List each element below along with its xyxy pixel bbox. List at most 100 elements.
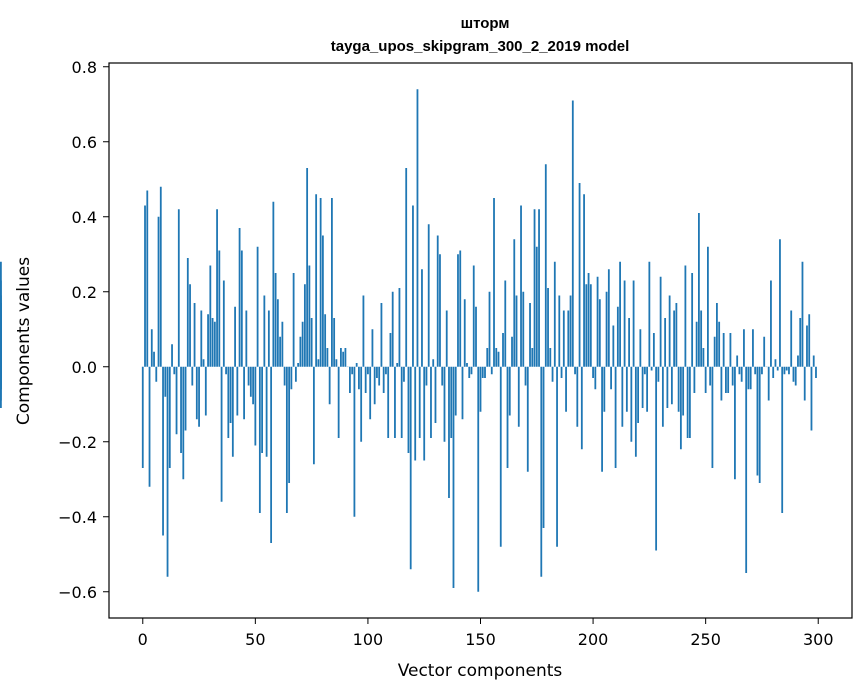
bar-component-256 <box>718 321 721 367</box>
bar-component-105 <box>378 366 381 386</box>
bar-component-121 <box>414 366 417 461</box>
y-tick-label: 0.4 <box>72 208 97 227</box>
bar-component-109 <box>387 366 390 438</box>
bar-component-124 <box>421 269 423 367</box>
bar-component-247 <box>698 213 700 367</box>
bar-component-245 <box>693 366 696 393</box>
bar-component-141 <box>459 250 462 367</box>
bar-component-27 <box>202 359 205 367</box>
bar-component-236 <box>673 310 676 367</box>
bar-component-231 <box>661 366 664 427</box>
bar-component-152 <box>484 366 486 378</box>
bar-component-157 <box>495 348 498 367</box>
bar-component-216 <box>628 318 630 367</box>
bar-component-60 <box>276 299 279 367</box>
bar-component-14 <box>173 366 176 375</box>
bar-component-230 <box>659 276 662 367</box>
bar-component-155 <box>490 366 493 375</box>
bar-component-177 <box>540 366 543 577</box>
bar-component-287 <box>788 366 790 375</box>
bar-component-144 <box>466 363 468 367</box>
bar-component-218 <box>632 280 635 367</box>
bar-component-50 <box>254 366 257 446</box>
bar-component-210 <box>614 366 617 468</box>
y-tick-label: 0.8 <box>72 58 97 77</box>
bar-component-167 <box>517 366 520 427</box>
bar-component-116 <box>403 366 405 382</box>
bar-component-78 <box>317 359 320 367</box>
bar-component-138 <box>452 366 455 588</box>
bar-component-269 <box>747 366 750 390</box>
bar-component-83 <box>328 366 331 405</box>
bar-component-75 <box>310 318 313 367</box>
bar-component-143 <box>463 299 466 367</box>
bar-component-272 <box>754 366 757 375</box>
bar-component-169 <box>522 291 525 367</box>
bar-component-195 <box>580 366 583 450</box>
bar-component-6 <box>155 366 158 382</box>
bar-component-46 <box>245 310 248 367</box>
bar-component-232 <box>664 318 667 367</box>
bar-component-16 <box>177 209 180 367</box>
bar-component-129 <box>432 359 435 367</box>
bar-component-220 <box>637 366 640 423</box>
bar-component-255 <box>716 303 718 367</box>
bar-component-64 <box>285 366 288 513</box>
bar-component-189 <box>567 310 570 367</box>
bar-component-283 <box>779 239 781 367</box>
bar-component-156 <box>493 198 495 367</box>
bar-component-107 <box>382 366 385 393</box>
bar-component-291 <box>797 355 799 367</box>
bar-component-22 <box>191 366 194 386</box>
bar-component-13 <box>171 344 173 367</box>
bar-component-71 <box>301 321 304 367</box>
bar-component-268 <box>745 366 748 573</box>
bar-component-70 <box>299 336 302 367</box>
bar-component-52 <box>258 366 261 513</box>
bar-component-48 <box>249 366 252 397</box>
bar-component-193 <box>576 366 579 427</box>
bar-component-279 <box>770 280 772 367</box>
bar-component-242 <box>686 366 689 438</box>
bar-component-235 <box>670 366 673 405</box>
bar-component-125 <box>423 366 426 461</box>
bar-component-161 <box>504 280 507 367</box>
bar-component-127 <box>427 224 430 367</box>
bar-component-153 <box>486 348 489 367</box>
bar-component-266 <box>740 366 743 382</box>
bar-component-165 <box>513 239 516 367</box>
bar-component-29 <box>207 314 209 367</box>
bar-component-299 <box>815 366 817 378</box>
bar-component-12 <box>168 366 171 468</box>
bar-component-147 <box>472 265 475 367</box>
bar-component-115 <box>400 366 403 438</box>
bar-component-163 <box>508 366 511 416</box>
bar-component-172 <box>529 303 531 367</box>
bar-component-140 <box>457 254 459 367</box>
x-tick-label: 200 <box>578 630 609 649</box>
bar-component-264 <box>736 355 739 367</box>
bar-component-142 <box>461 366 464 420</box>
bar-component-207 <box>607 269 610 367</box>
bar-component-132 <box>439 254 441 367</box>
bar-component-209 <box>612 325 615 367</box>
x-axis: 0 50 100 150 200 250 300 <box>138 618 834 649</box>
x-tick-label: 0 <box>138 630 148 649</box>
bar-component-3 <box>148 366 151 487</box>
bar-component-197 <box>585 284 588 367</box>
bar-component-179 <box>544 164 547 367</box>
bar-component-171 <box>526 366 529 472</box>
bar-component-262 <box>731 366 734 386</box>
bar-component-28 <box>204 366 207 416</box>
bar-component-66 <box>290 366 293 390</box>
bar-component-194 <box>578 183 581 367</box>
bar-component-176 <box>538 209 540 367</box>
bar-component-undefined <box>0 366 2 390</box>
bar-component-294 <box>803 366 806 401</box>
bar-component-223 <box>643 366 646 375</box>
bar-component-131 <box>436 235 439 367</box>
bar-component-102 <box>371 329 374 367</box>
bar-component-65 <box>288 366 291 483</box>
bar-component-96 <box>358 366 360 390</box>
y-tick-label: 0.6 <box>72 133 97 152</box>
